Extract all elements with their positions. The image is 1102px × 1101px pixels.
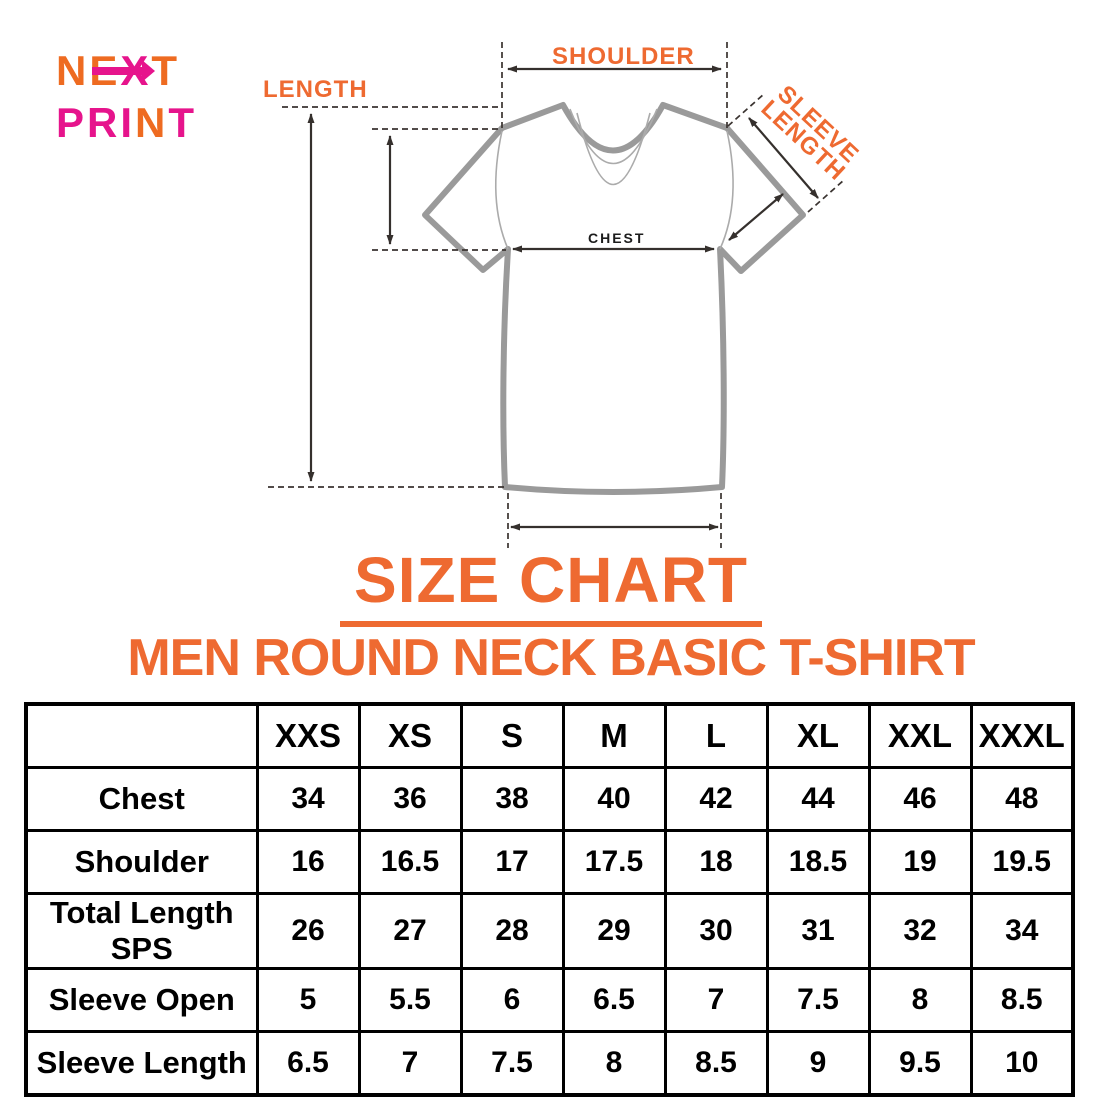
logo-letter: N — [56, 47, 90, 94]
cell: 5 — [255, 967, 361, 1033]
logo-letter: N — [135, 99, 169, 146]
table-row-chest: Chest 34 36 38 40 42 44 46 48 — [24, 766, 1075, 832]
table-row-sleeve-length: Sleeve Length 6.5 7 7.5 8 8.5 9 9.5 10 — [24, 1030, 1075, 1097]
cell: 8.5 — [663, 1030, 769, 1097]
cell: 8 — [867, 967, 973, 1033]
cell: 10 — [969, 1030, 1075, 1097]
sleeve-length-arrow — [748, 117, 819, 199]
row-label: Sleeve Length — [24, 1030, 259, 1097]
cell: 36 — [357, 766, 463, 832]
cell: 9 — [765, 1030, 871, 1097]
cell: 16.5 — [357, 829, 463, 895]
cell: 17.5 — [561, 829, 667, 895]
cell: 32 — [867, 892, 973, 970]
cell: 6 — [459, 967, 565, 1033]
logo-letter: T — [168, 99, 198, 146]
cell: 30 — [663, 892, 769, 970]
table-row-shoulder: Shoulder 16 16.5 17 17.5 18 18.5 19 19.5 — [24, 829, 1075, 895]
table-row-sleeve-open: Sleeve Open 5 5.5 6 6.5 7 7.5 8 8.5 — [24, 967, 1075, 1033]
col-header-m: M — [561, 702, 667, 769]
cell: 7 — [663, 967, 769, 1033]
cell: 26 — [255, 892, 361, 970]
col-header-xs: XS — [357, 702, 463, 769]
cell: 8.5 — [969, 967, 1075, 1033]
cell: 19.5 — [969, 829, 1075, 895]
next-print-logo: NEXT PRINT — [56, 50, 197, 144]
logo-letter: R — [87, 99, 121, 146]
tshirt-measurement-diagram: SHOULDER LENGTH CHEST SLEEVE LENGTH — [263, 42, 865, 548]
page-subtitle: MEN ROUND NECK BASIC T-SHIRT — [127, 629, 975, 687]
cell: 44 — [765, 766, 871, 832]
sleeve-open-arrow — [728, 193, 784, 241]
cell: 34 — [255, 766, 361, 832]
logo-arrow-icon — [92, 60, 155, 82]
collar-ribbing-line — [569, 108, 658, 165]
row-label: Shoulder — [24, 829, 259, 895]
logo-letter: I — [120, 99, 136, 146]
measurement-arrows — [307, 65, 819, 531]
cell: 48 — [969, 766, 1075, 832]
cell: 46 — [867, 766, 973, 832]
armhole-seam-left — [494, 130, 509, 250]
table-row-total-length: Total Length SPS 26 27 28 29 30 31 32 34 — [24, 892, 1075, 970]
chest-label: CHEST — [588, 230, 645, 246]
collar-back-line — [576, 112, 651, 185]
row-label: Sleeve Open — [24, 967, 259, 1033]
cell: 5.5 — [357, 967, 463, 1033]
cell: 42 — [663, 766, 769, 832]
cell: 6.5 — [255, 1030, 361, 1097]
cell: 16 — [255, 829, 361, 895]
cell: 6.5 — [561, 967, 667, 1033]
cell: 31 — [765, 892, 871, 970]
col-header-xl: XL — [765, 702, 871, 769]
cell: 29 — [561, 892, 667, 970]
col-header — [24, 702, 259, 769]
cell: 27 — [357, 892, 463, 970]
guide-lines — [268, 42, 845, 548]
col-header-xxl: XXL — [867, 702, 973, 769]
logo-letter: P — [56, 99, 88, 146]
cell: 7 — [357, 1030, 463, 1097]
cell: 7.5 — [459, 1030, 565, 1097]
page-title: SIZE CHART — [340, 548, 762, 627]
cell: 9.5 — [867, 1030, 973, 1097]
sleeve-length-label: SLEEVE LENGTH — [756, 80, 865, 186]
logo-word-print: PRINT — [56, 102, 197, 144]
shoulder-label: SHOULDER — [552, 43, 695, 70]
col-header-l: L — [663, 702, 769, 769]
row-label: Total Length SPS — [24, 892, 259, 970]
cell: 18 — [663, 829, 769, 895]
cell: 34 — [969, 892, 1075, 970]
cell: 38 — [459, 766, 565, 832]
col-header-xxxl: XXXL — [969, 702, 1075, 769]
cell: 28 — [459, 892, 565, 970]
tshirt-outline — [422, 102, 806, 495]
cell: 8 — [561, 1030, 667, 1097]
cell: 19 — [867, 829, 973, 895]
table-header-row: XXS XS S M L XL XXL XXXL — [24, 702, 1075, 769]
cell: 40 — [561, 766, 667, 832]
logo-letter: T — [151, 47, 181, 94]
cell: 7.5 — [765, 967, 871, 1033]
col-header-s: S — [459, 702, 565, 769]
cell: 18.5 — [765, 829, 871, 895]
col-header-xxs: XXS — [255, 702, 361, 769]
cell: 17 — [459, 829, 565, 895]
row-label: Chest — [24, 766, 259, 832]
size-table: XXS XS S M L XL XXL XXXL Chest 34 36 38 … — [24, 702, 1075, 1097]
logo-word-next: NEXT — [56, 50, 180, 92]
length-label: LENGTH — [263, 76, 368, 103]
